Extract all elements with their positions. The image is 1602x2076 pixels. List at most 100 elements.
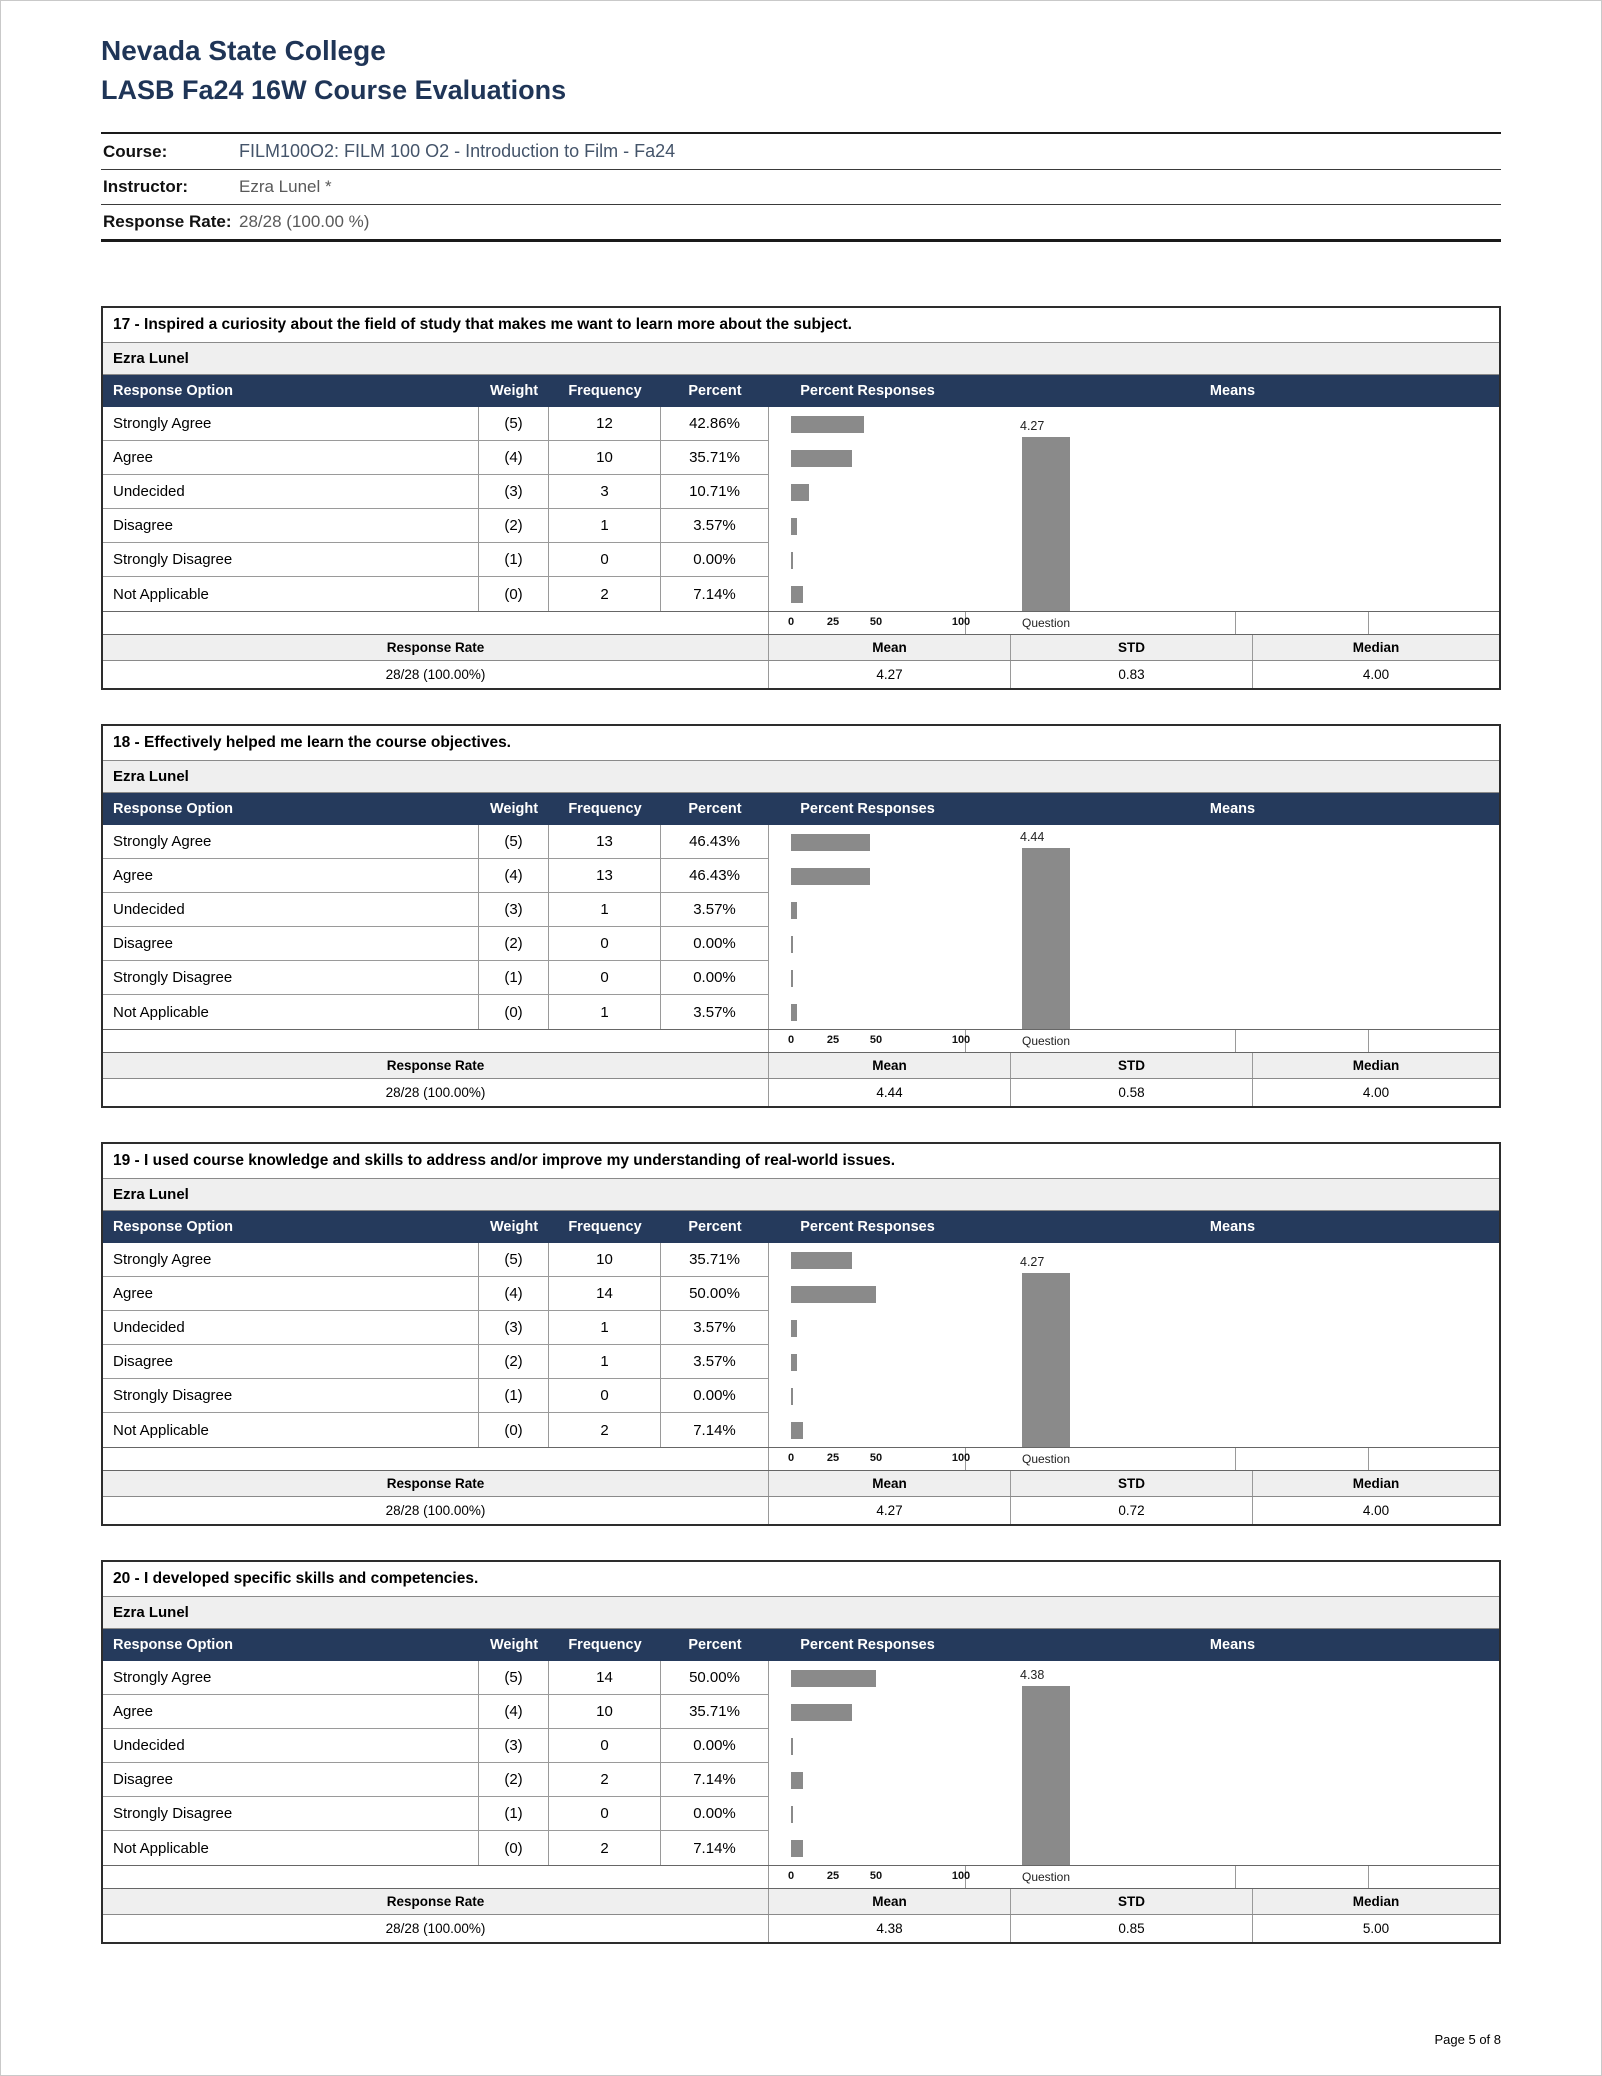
- response-row: Agree (4) 10 35.71%: [103, 1695, 769, 1729]
- cell-percent: 7.14%: [661, 1831, 769, 1865]
- question-title: 17 - Inspired a curiosity about the fiel…: [103, 308, 1499, 343]
- cell-weight: (0): [479, 995, 549, 1029]
- cell-option: Disagree: [103, 509, 479, 542]
- cell-percent: 35.71%: [661, 441, 769, 474]
- cell-weight: (4): [479, 1695, 549, 1728]
- percent-bar-row: [769, 1379, 966, 1413]
- stats-header-row: Response Rate Mean STD Median: [103, 1471, 1499, 1497]
- stats-values-row: 28/28 (100.00%) 4.27 0.72 4.00: [103, 1497, 1499, 1524]
- col-header-percent-responses: Percent Responses: [800, 1637, 935, 1653]
- cell-weight: (3): [479, 1311, 549, 1344]
- cell-option: Agree: [103, 1695, 479, 1728]
- stats-median: 4.00: [1362, 667, 1390, 682]
- stats-std: 0.83: [1011, 661, 1253, 688]
- cell-option: Strongly Disagree: [103, 1797, 479, 1830]
- stats-response-rate: 28/28 (100.00%): [103, 1915, 769, 1942]
- axis-ticks: 0 25 50 100: [769, 1866, 970, 1888]
- percent-bar-row: [769, 543, 966, 577]
- axis-tick: 50: [869, 1034, 883, 1046]
- mean-value-label: 4.27: [1020, 1254, 1045, 1269]
- cell-frequency: 2: [549, 1831, 661, 1865]
- cell-option: Not Applicable: [103, 1413, 479, 1447]
- axis-tick: 0: [787, 1034, 795, 1046]
- question-title: 19 - I used course knowledge and skills …: [103, 1144, 1499, 1179]
- means-chart: 4.38: [966, 1661, 1499, 1865]
- stats-mean: 4.27: [769, 661, 1011, 688]
- cell-option: Strongly Disagree: [103, 961, 479, 994]
- cell-frequency: 12: [549, 407, 661, 440]
- response-row: Not Applicable (0) 1 3.57%: [103, 995, 769, 1029]
- percent-responses-chart: [769, 825, 966, 1029]
- cell-weight: (1): [479, 543, 549, 576]
- stats-header-response-rate: Response Rate: [103, 635, 769, 660]
- percent-bar-row: [769, 1311, 966, 1345]
- cell-option: Strongly Agree: [103, 407, 479, 440]
- percent-bar-row: [769, 927, 966, 961]
- cell-option: Not Applicable: [103, 577, 479, 611]
- percent-bar: [791, 833, 870, 851]
- stats-median: 5.00: [1362, 1921, 1390, 1936]
- table-header-row: Response Option Weight Frequency Percent…: [103, 793, 1499, 825]
- instructor-label: Instructor:: [103, 177, 188, 196]
- table-header-row: Response Option Weight Frequency Percent…: [103, 1629, 1499, 1661]
- axis-spacer: [103, 1448, 769, 1470]
- cell-option: Agree: [103, 441, 479, 474]
- question-instructor: Ezra Lunel: [103, 1179, 1499, 1211]
- axis-empty-cell: [1236, 1030, 1369, 1052]
- percent-bar-row: [769, 1661, 966, 1695]
- percent-bar-row: [769, 1277, 966, 1311]
- cell-percent: 42.86%: [661, 407, 769, 440]
- stats-header-mean: Mean: [769, 1053, 1011, 1078]
- axis-tick: 50: [869, 1870, 883, 1882]
- percent-bar-row: [769, 893, 966, 927]
- chart-axis-row: 0 25 50 100 Question: [103, 612, 1499, 635]
- cell-frequency: 13: [549, 825, 661, 858]
- cell-option: Disagree: [103, 1345, 479, 1378]
- course-row: Course: FILM100O2: FILM 100 O2 - Introdu…: [101, 134, 1501, 170]
- stats-values-row: 28/28 (100.00%) 4.38 0.85 5.00: [103, 1915, 1499, 1942]
- col-header-weight: Weight: [489, 1637, 539, 1653]
- cell-frequency: 0: [549, 1729, 661, 1762]
- stats-median: 4.00: [1362, 1503, 1390, 1518]
- percent-bar-row: [769, 995, 966, 1029]
- cell-option: Undecided: [103, 475, 479, 508]
- response-row: Not Applicable (0) 2 7.14%: [103, 577, 769, 611]
- report-page: Nevada State College LASB Fa24 16W Cours…: [1, 1, 1601, 1944]
- response-row: Strongly Disagree (1) 0 0.00%: [103, 543, 769, 577]
- question-instructor: Ezra Lunel: [103, 1597, 1499, 1629]
- response-row: Undecided (3) 1 3.57%: [103, 1311, 769, 1345]
- question-block: 20 - I developed specific skills and com…: [101, 1560, 1501, 1944]
- response-rate-label: Response Rate:: [103, 212, 232, 231]
- cell-weight: (5): [479, 407, 549, 440]
- cell-weight: (1): [479, 1797, 549, 1830]
- response-row: Undecided (3) 1 3.57%: [103, 893, 769, 927]
- table-body: Strongly Agree (5) 14 50.00% Agree (4) 10 35.71…: [103, 1661, 1499, 1866]
- percent-bar: [791, 1251, 852, 1269]
- response-rows: Strongly Agree (5) 14 50.00% Agree (4) 10 35.71…: [103, 1661, 769, 1865]
- stats-header-mean: Mean: [769, 1471, 1011, 1496]
- col-header-percent: Percent: [688, 383, 742, 399]
- col-header-response-option: Response Option: [113, 1637, 234, 1653]
- col-header-percent-responses: Percent Responses: [800, 801, 935, 817]
- stats-header-std: STD: [1011, 1053, 1253, 1078]
- mean-bar: [1022, 436, 1070, 611]
- stats-mean: 4.27: [769, 1497, 1011, 1524]
- percent-bar: [791, 1669, 876, 1687]
- percent-bar: [791, 1771, 804, 1789]
- mean-bar: [1022, 1686, 1070, 1865]
- cell-percent: 3.57%: [661, 1311, 769, 1344]
- response-row: Strongly Disagree (1) 0 0.00%: [103, 1379, 769, 1413]
- question-axis-label: Question: [1021, 1452, 1071, 1466]
- cell-percent: 46.43%: [661, 825, 769, 858]
- cell-weight: (1): [479, 1379, 549, 1412]
- percent-bar-row: [769, 825, 966, 859]
- stats-header-response-rate: Response Rate: [103, 1889, 769, 1914]
- col-header-response-option: Response Option: [113, 801, 234, 817]
- cell-weight: (3): [479, 1729, 549, 1762]
- cell-frequency: 1: [549, 1311, 661, 1344]
- percent-bar-row: [769, 1695, 966, 1729]
- cell-weight: (4): [479, 441, 549, 474]
- percent-bar: [791, 415, 864, 433]
- percent-responses-chart: [769, 1243, 966, 1447]
- col-header-means: Means: [1209, 383, 1256, 399]
